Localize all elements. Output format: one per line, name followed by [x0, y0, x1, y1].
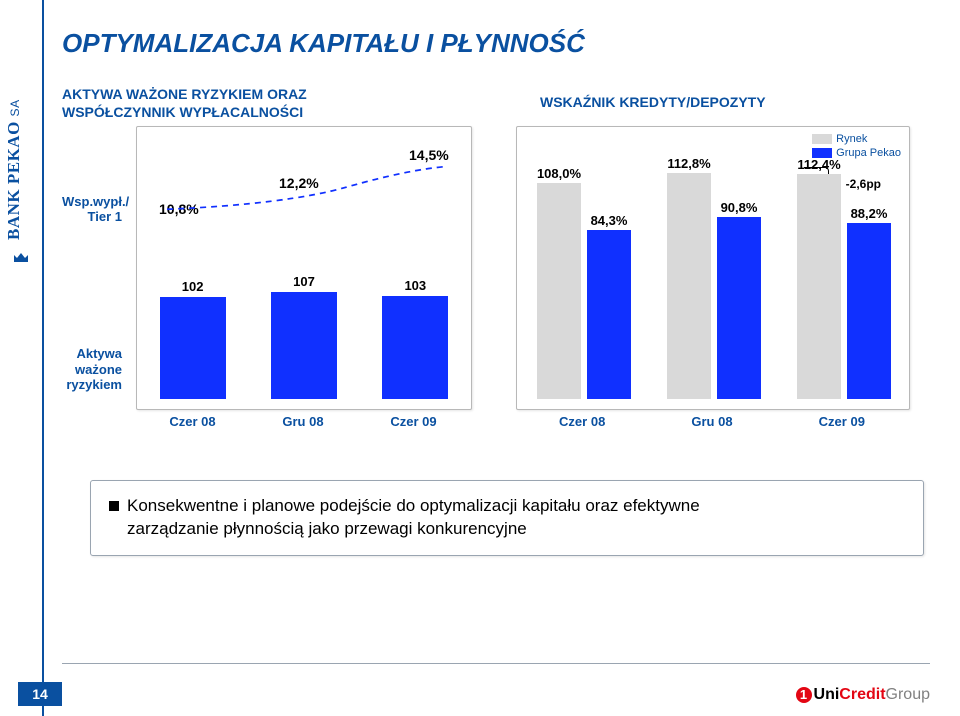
bar-value: 103 — [382, 278, 448, 293]
left-chart-title-l2: WSPÓŁCZYNNIK WYPŁACALNOŚCI — [62, 104, 303, 120]
left-y-label-rwa: Aktywa ważone ryzykiem — [62, 346, 122, 393]
brand-text: BANK PEKAO — [4, 121, 23, 240]
left-y-label-tier1: Wsp.wypł./ Tier 1 — [62, 194, 122, 224]
footer-divider — [62, 663, 930, 664]
right-chart-title: WSKAŹNIK KREDYTY/DEPOZYTY — [540, 94, 766, 110]
callout-box: Konsekwentne i planowe podejście do opty… — [90, 480, 924, 556]
bar-blue — [717, 217, 761, 399]
x-tick: Czer 08 — [559, 414, 605, 429]
bar: 107 — [271, 292, 337, 399]
legend-swatch-grey — [812, 134, 832, 144]
legend-label: Rynek — [836, 133, 867, 145]
bar-grey — [797, 174, 841, 399]
callout-text: Konsekwentne i planowe podejście do opty… — [127, 495, 700, 541]
left-chart-title-l1: AKTYWA WAŻONE RYZYKIEM ORAZ — [62, 86, 307, 102]
brand-suffix: SA — [8, 99, 22, 116]
page-title: OPTYMALIZACJA KAPITAŁU I PŁYNNOŚĆ — [62, 28, 585, 59]
bar-value: 102 — [160, 279, 226, 294]
bar-grey-label: 112,8% — [659, 156, 719, 171]
x-axis-left: Czer 08 Gru 08 Czer 09 — [136, 414, 470, 429]
slide: BANK PEKAO SA OPTYMALIZACJA KAPITAŁU I P… — [0, 0, 960, 716]
bar-grey-label: 112,4% — [789, 157, 849, 172]
bar-blue-label: 90,8% — [709, 200, 769, 215]
page-number: 14 — [18, 682, 62, 706]
trend-line — [167, 163, 447, 223]
grouped-bar-chart: Rynek Grupa Pekao -2,6pp 108,0%84,3%112,… — [516, 126, 910, 410]
bar-blue — [847, 223, 891, 399]
x-tick: Gru 08 — [282, 414, 323, 429]
left-chart-title: AKTYWA WAŻONE RYZYKIEM ORAZ WSPÓŁCZYNNIK… — [62, 86, 307, 121]
bar: 103 — [382, 296, 448, 399]
x-tick: Gru 08 — [691, 414, 732, 429]
bar-blue — [587, 230, 631, 399]
left-brand-rail: BANK PEKAO SA — [0, 0, 44, 716]
x-tick: Czer 09 — [390, 414, 436, 429]
unicredit-logo: 1UniCreditGroup — [796, 686, 930, 704]
bar-grey — [667, 173, 711, 399]
x-axis-right: Czer 08 Gru 08 Czer 09 — [516, 414, 908, 429]
bar-grey — [537, 183, 581, 399]
line-point-label: 14,5% — [409, 147, 449, 163]
bar: 102 — [160, 297, 226, 399]
brand-logo: BANK PEKAO SA — [4, 99, 24, 240]
logo-ball-icon: 1 — [796, 687, 812, 703]
bullet-icon — [109, 501, 119, 511]
bar-blue-label: 88,2% — [839, 206, 899, 221]
bar-value: 107 — [271, 274, 337, 289]
bar-blue-label: 84,3% — [579, 213, 639, 228]
crown-icon — [13, 250, 29, 264]
bar-line-chart: 10,8% 12,2% 14,5% 102107103 — [136, 126, 472, 410]
bar-grey-label: 108,0% — [529, 166, 589, 181]
x-tick: Czer 09 — [819, 414, 865, 429]
x-tick: Czer 08 — [169, 414, 215, 429]
